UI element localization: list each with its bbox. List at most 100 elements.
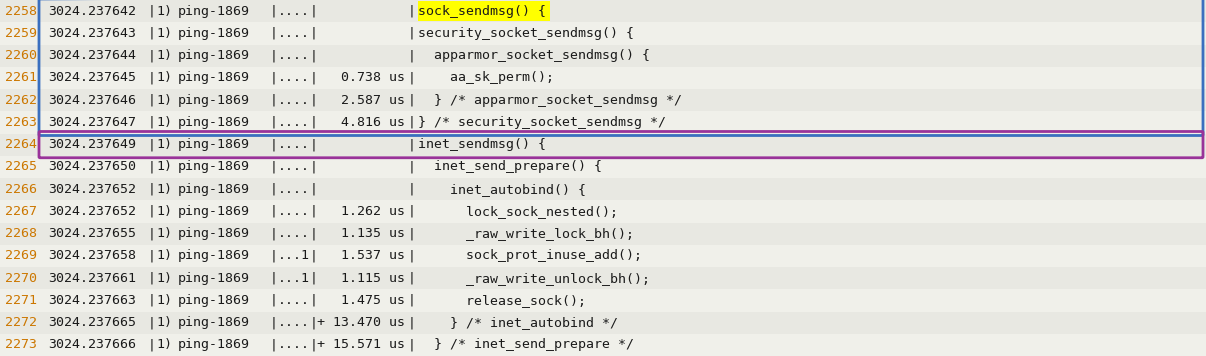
Text: 2273: 2273 bbox=[5, 338, 37, 351]
Text: ....: .... bbox=[279, 227, 310, 240]
Text: |: | bbox=[408, 338, 416, 351]
Text: } /* inet_autobind */: } /* inet_autobind */ bbox=[418, 316, 617, 329]
Text: 1): 1) bbox=[156, 138, 172, 151]
Text: release_sock();: release_sock(); bbox=[418, 294, 586, 307]
Text: inet_autobind() {: inet_autobind() { bbox=[418, 183, 586, 196]
Text: 2262: 2262 bbox=[5, 94, 37, 107]
Text: |: | bbox=[148, 294, 156, 307]
Text: |: | bbox=[270, 94, 279, 107]
Text: |: | bbox=[310, 116, 318, 129]
Bar bbox=[0, 0, 1206, 22]
Text: } /* apparmor_socket_sendmsg */: } /* apparmor_socket_sendmsg */ bbox=[418, 94, 683, 107]
Text: 2259: 2259 bbox=[5, 27, 37, 40]
Text: 2264: 2264 bbox=[5, 138, 37, 151]
Text: 1.537 us: 1.537 us bbox=[341, 249, 405, 262]
Text: ....: .... bbox=[279, 94, 310, 107]
Text: 1): 1) bbox=[156, 160, 172, 173]
Bar bbox=[0, 111, 1206, 134]
Text: lock_sock_nested();: lock_sock_nested(); bbox=[418, 205, 617, 218]
Bar bbox=[0, 134, 1206, 156]
Text: 2263: 2263 bbox=[5, 116, 37, 129]
Text: 2267: 2267 bbox=[5, 205, 37, 218]
Text: |: | bbox=[270, 160, 279, 173]
Text: |: | bbox=[310, 183, 318, 196]
Text: 3024.237652: 3024.237652 bbox=[48, 205, 136, 218]
Text: 1): 1) bbox=[156, 71, 172, 84]
Text: |: | bbox=[148, 227, 156, 240]
Text: security_socket_sendmsg() {: security_socket_sendmsg() { bbox=[418, 27, 634, 40]
Text: |: | bbox=[148, 116, 156, 129]
Text: |: | bbox=[310, 294, 318, 307]
Text: 3024.237649: 3024.237649 bbox=[48, 138, 136, 151]
Text: 3024.237646: 3024.237646 bbox=[48, 94, 136, 107]
Text: 1): 1) bbox=[156, 49, 172, 62]
Text: 1): 1) bbox=[156, 316, 172, 329]
Text: 2261: 2261 bbox=[5, 71, 37, 84]
Text: |: | bbox=[408, 138, 416, 151]
Text: ....: .... bbox=[279, 27, 310, 40]
Text: |: | bbox=[270, 71, 279, 84]
Text: 2258: 2258 bbox=[5, 5, 37, 18]
Text: inet_sendmsg() {: inet_sendmsg() { bbox=[418, 138, 546, 151]
Text: 2265: 2265 bbox=[5, 160, 37, 173]
Text: 3024.237661: 3024.237661 bbox=[48, 272, 136, 285]
Bar bbox=[418, 1, 550, 21]
Text: |: | bbox=[148, 5, 156, 18]
Text: |: | bbox=[310, 5, 318, 18]
Text: 3024.237642: 3024.237642 bbox=[48, 5, 136, 18]
Text: 1): 1) bbox=[156, 272, 172, 285]
Text: 2260: 2260 bbox=[5, 49, 37, 62]
Text: 1): 1) bbox=[156, 183, 172, 196]
Text: |: | bbox=[270, 116, 279, 129]
Text: ....: .... bbox=[279, 316, 310, 329]
Text: 3024.237645: 3024.237645 bbox=[48, 71, 136, 84]
Text: |: | bbox=[270, 227, 279, 240]
Text: |: | bbox=[310, 338, 318, 351]
Text: |: | bbox=[408, 71, 416, 84]
Text: 3024.237663: 3024.237663 bbox=[48, 294, 136, 307]
Text: |: | bbox=[270, 27, 279, 40]
Text: sock_sendmsg() {: sock_sendmsg() { bbox=[418, 5, 546, 18]
Text: } /* inet_send_prepare */: } /* inet_send_prepare */ bbox=[418, 338, 634, 351]
Text: ping-1869: ping-1869 bbox=[178, 316, 250, 329]
Bar bbox=[0, 267, 1206, 289]
Text: 3024.237643: 3024.237643 bbox=[48, 27, 136, 40]
Text: 2268: 2268 bbox=[5, 227, 37, 240]
Text: |: | bbox=[148, 71, 156, 84]
Text: 1): 1) bbox=[156, 205, 172, 218]
Text: |: | bbox=[408, 116, 416, 129]
Text: |: | bbox=[408, 94, 416, 107]
Text: 1): 1) bbox=[156, 249, 172, 262]
Text: |: | bbox=[310, 227, 318, 240]
Text: |: | bbox=[270, 316, 279, 329]
Text: inet_send_prepare() {: inet_send_prepare() { bbox=[418, 160, 602, 173]
Text: |: | bbox=[148, 49, 156, 62]
Text: |: | bbox=[310, 27, 318, 40]
Text: 2.587 us: 2.587 us bbox=[341, 94, 405, 107]
Text: |: | bbox=[270, 338, 279, 351]
Text: |: | bbox=[408, 49, 416, 62]
Text: ping-1869: ping-1869 bbox=[178, 71, 250, 84]
Text: 1): 1) bbox=[156, 5, 172, 18]
Text: |: | bbox=[408, 294, 416, 307]
Bar bbox=[0, 334, 1206, 356]
Text: 1): 1) bbox=[156, 227, 172, 240]
Text: |: | bbox=[270, 205, 279, 218]
Text: |: | bbox=[148, 27, 156, 40]
Text: ....: .... bbox=[279, 5, 310, 18]
Text: ping-1869: ping-1869 bbox=[178, 160, 250, 173]
Text: |: | bbox=[408, 160, 416, 173]
Text: |: | bbox=[270, 183, 279, 196]
Text: |: | bbox=[310, 49, 318, 62]
Text: |: | bbox=[270, 249, 279, 262]
Text: |: | bbox=[148, 160, 156, 173]
Bar bbox=[0, 245, 1206, 267]
Text: |: | bbox=[408, 5, 416, 18]
Bar bbox=[0, 44, 1206, 67]
Text: + 13.470 us: + 13.470 us bbox=[317, 316, 405, 329]
Text: ....: .... bbox=[279, 116, 310, 129]
Text: ....: .... bbox=[279, 294, 310, 307]
Text: 2269: 2269 bbox=[5, 249, 37, 262]
Text: |: | bbox=[148, 94, 156, 107]
Text: ....: .... bbox=[279, 183, 310, 196]
